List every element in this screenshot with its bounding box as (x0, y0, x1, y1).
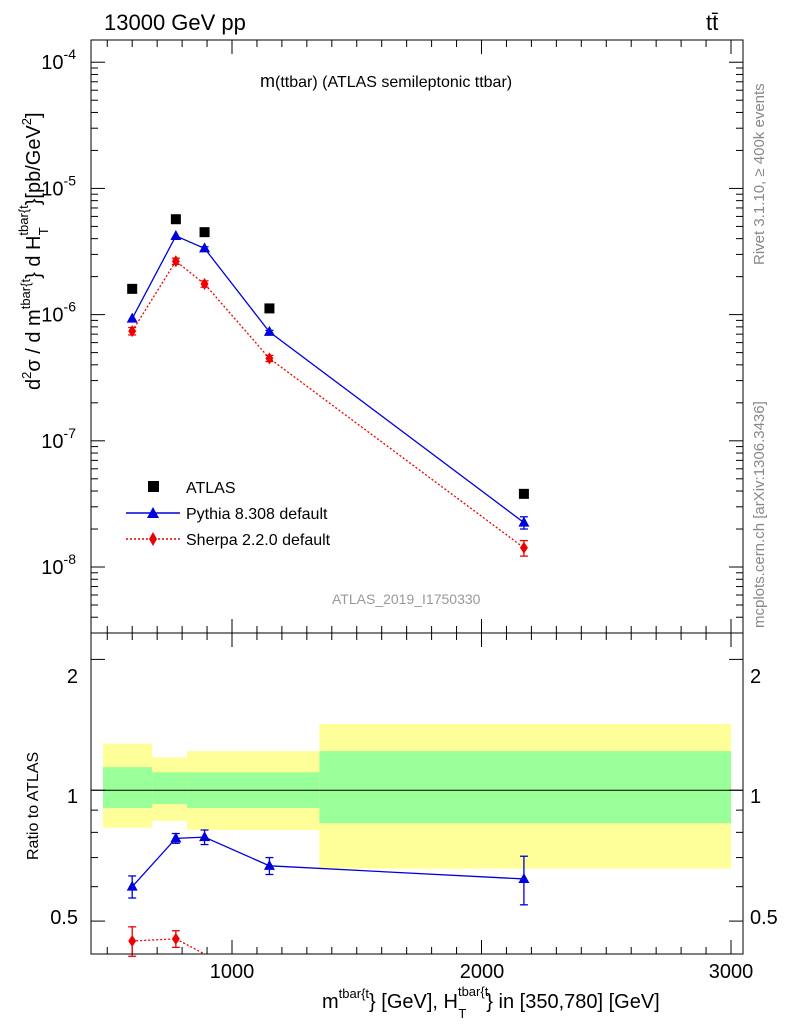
data-point-pythia (126, 312, 138, 323)
ratio-plot-frame (90, 632, 744, 955)
ylabel-sigma: σ / d m (23, 309, 45, 371)
analysis-id: ATLAS_2019_I1750330 (332, 591, 481, 607)
data-point-atlas (199, 227, 210, 238)
data-point-atlas (264, 303, 275, 314)
ratio-tick-right-0.5: 0.5 (750, 907, 778, 929)
ylabel-close: ] (23, 112, 45, 118)
legend: ATLAS Pythia 8.308 default Sherpa 2.2.0 … (126, 480, 331, 549)
legend-label-pythia: Pythia 8.308 default (186, 506, 328, 523)
xlabel-mid: } [GeV], H (369, 991, 458, 1013)
data-point-sherpa (171, 255, 180, 268)
x-axis-label: mtbar{t} [GeV], Htbar{t T} in [350,780] [… (322, 984, 660, 1021)
ylabel-d: d (23, 379, 45, 390)
xlabel-m: m (322, 991, 339, 1013)
y-tick-label-1e-6: 10-6 (41, 299, 76, 327)
main-y-tick-labels: 10-4 10-5 10-6 10-7 10-8 (41, 46, 76, 579)
ylabel-brace-dh: } d H (23, 236, 45, 279)
ylabel-sup2: 2 (19, 372, 34, 379)
legend-label-atlas: ATLAS (186, 480, 236, 497)
ylabel-sup-tbar2: tbar{t (16, 205, 31, 236)
data-point-sherpa (128, 325, 137, 338)
xlabel-sub: T (458, 1006, 466, 1021)
y-tick-label-1e-4: 10-4 (41, 46, 76, 74)
main-plot-title: m(ttbar) (ATLAS semileptonic ttbar) (260, 71, 512, 91)
data-point-atlas (518, 488, 529, 499)
ratio-plot-bands (103, 724, 731, 869)
ylabel-units: }[pb/GeV (23, 125, 45, 206)
process-label: tt̄ (706, 10, 718, 35)
title-m: m (260, 71, 275, 91)
ratio-point-sherpa (171, 932, 180, 945)
y-tick-label-1e-5: 10-5 (41, 172, 76, 200)
data-point-pythia (518, 516, 530, 527)
legend-marker-sherpa (149, 532, 157, 546)
ylabel-sub-t: T (36, 227, 51, 235)
ratio-tick-right-2: 2 (750, 666, 761, 688)
ratio-plot-data (126, 829, 530, 957)
legend-label-sherpa: Sherpa 2.2.0 default (186, 532, 331, 549)
xlabel-end: } in [350,780] [GeV] (486, 991, 659, 1013)
ratio-point-pythia (263, 859, 275, 870)
x-tick-label-3000: 3000 (709, 961, 754, 983)
data-point-pythia (263, 325, 275, 336)
xlabel-sup1: tbar{t (339, 986, 370, 1001)
data-point-pythia (199, 242, 211, 253)
ratio-tick-right-1: 1 (750, 786, 761, 808)
ratio-tick-left-1: 1 (67, 786, 78, 808)
data-point-sherpa (265, 352, 274, 365)
ratio-point-pythia (518, 872, 530, 883)
y-tick-label-1e-7: 10-7 (41, 425, 76, 453)
ylabel-sup-units: 2 (19, 118, 34, 125)
ratio-band-inner (152, 772, 188, 804)
ratio-line-sherpa (132, 938, 205, 955)
data-point-pythia (170, 229, 182, 240)
main-plot-ticks (91, 40, 743, 634)
ratio-band-inner (103, 767, 153, 809)
x-tick-label-1000: 1000 (210, 961, 255, 983)
ratio-tick-left-0.5: 0.5 (50, 907, 78, 929)
ratio-point-pythia (126, 880, 138, 891)
legend-marker-pythia (147, 507, 159, 518)
ratio-point-sherpa (128, 934, 137, 947)
main-line-sherpa (131, 260, 525, 549)
ylabel-sup-tbar1: tbar{t (18, 279, 33, 310)
ratio-plot-ticks (91, 633, 743, 954)
y-tick-label-1e-8: 10-8 (41, 551, 76, 579)
ratio-band-inner (319, 751, 731, 824)
data-point-sherpa (200, 277, 209, 290)
data-point-atlas (127, 283, 138, 294)
energy-label: 13000 GeV pp (104, 10, 246, 35)
xlabel-sup2: tbar{t (458, 984, 489, 999)
data-point-sherpa (519, 541, 528, 554)
x-tick-label-2000: 2000 (460, 961, 505, 983)
main-y-label: d2σ / d mtbar{t} d Htbar{t T}[pb/GeV2] (16, 112, 51, 390)
title-rest: (ttbar) (ATLAS semileptonic ttbar) (275, 74, 512, 91)
data-point-atlas (170, 214, 181, 225)
legend-marker-atlas (148, 481, 159, 492)
ratio-point-pythia (199, 831, 211, 842)
mcplots-label: mcplots.cern.ch [arXiv:1306.3436] (751, 401, 768, 628)
ratio-tick-left-2: 2 (67, 666, 78, 688)
ratio-point-pythia (170, 832, 182, 843)
ratio-y-label: Ratio to ATLAS (25, 752, 42, 860)
main-plot-data (126, 214, 530, 557)
rivet-label: Rivet 3.1.10, ≥ 400k events (751, 83, 768, 265)
